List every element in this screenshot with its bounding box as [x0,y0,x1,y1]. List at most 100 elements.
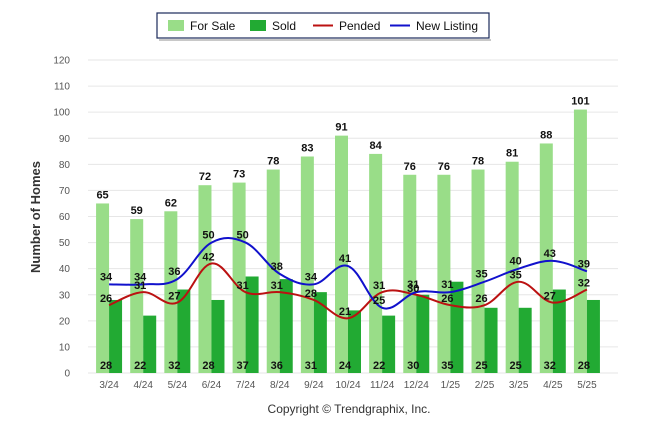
x-tick-label: 9/24 [304,380,324,391]
new-listing-value-label: 25 [373,295,385,307]
pended-line [108,262,588,320]
new-listing-value-label: 38 [271,261,283,273]
for-sale-value-label: 59 [131,205,143,217]
sold-value-label: 31 [305,360,317,372]
legend-label: Pended [339,19,380,33]
data-labels: 6528342659223431623236277228504273375031… [96,96,590,372]
for-sale-bar [437,174,451,373]
new-listing-value-label: 34 [305,271,318,283]
sold-bar [518,307,532,373]
sold-bar [211,299,225,373]
sold-value-label: 36 [271,360,283,372]
pended-value-label: 31 [271,280,283,292]
for-sale-value-label: 78 [267,156,279,168]
new-listing-value-label: 34 [100,271,113,283]
sold-bar [313,292,327,373]
pended-value-label: 42 [202,251,214,263]
for-sale-bar [471,169,485,373]
y-axis-title: Number of Homes [28,161,43,273]
for-sale-bar [232,182,246,373]
x-tick-label: 4/25 [543,380,563,391]
pended-value-label: 31 [236,280,248,292]
y-tick-label: 10 [59,342,71,353]
pended-value-label: 26 [475,293,487,305]
legend-swatch [168,20,184,31]
x-tick-label: 3/24 [99,380,119,391]
sold-value-label: 35 [441,360,453,372]
sold-bar [450,281,464,373]
sold-bar [586,299,600,373]
for-sale-value-label: 101 [571,96,589,108]
new-listing-value-label: 31 [407,279,419,291]
legend-label: For Sale [190,19,236,33]
for-sale-bar [96,203,110,373]
new-listing-value-label: 50 [202,230,214,242]
sold-value-label: 32 [168,360,180,372]
x-tick-label: 11/24 [370,380,395,391]
x-tick-label: 3/25 [509,380,529,391]
y-tick-label: 70 [59,186,71,197]
x-tick-label: 7/24 [236,380,256,391]
for-sale-bar [539,143,553,373]
y-tick-label: 50 [59,238,71,249]
y-tick-label: 20 [59,316,71,327]
for-sale-value-label: 91 [335,122,347,134]
for-sale-value-label: 62 [165,197,177,209]
for-sale-bar [164,211,178,373]
for-sale-bar [300,156,314,373]
y-tick-label: 0 [64,369,70,380]
pended-value-label: 32 [578,278,590,290]
sold-value-label: 28 [100,360,112,372]
for-sale-bar [266,169,280,373]
for-sale-value-label: 83 [301,143,313,155]
legend: For Sale Sold Pended New Listing [156,12,491,41]
y-tick-label: 120 [53,56,70,67]
for-sale-value-label: 81 [506,148,518,160]
sold-bar [109,299,123,373]
sold-value-label: 22 [373,360,385,372]
pended-value-label: 21 [339,306,351,318]
sold-bar [348,310,361,373]
lines [108,237,588,320]
y-tick-label: 30 [59,290,71,301]
copyright-footer: Copyright © Trendgraphix, Inc. [268,402,431,416]
legend-swatch [250,20,266,31]
x-tick-label: 4/24 [133,380,153,391]
axes: 0 10 20 30 40 50 60 70 80 90 100 110 120 3/24 4/24 5/24… [53,56,597,392]
sold-bar [143,315,157,373]
for-sale-bar [403,174,417,373]
sold-bar [484,307,498,373]
for-sale-value-label: 76 [438,161,450,173]
sold-value-label: 32 [544,360,556,372]
sold-value-label: 24 [339,360,352,372]
for-sale-bar [369,153,383,373]
pended-value-label: 27 [544,291,556,303]
for-sale-bar [198,185,212,373]
for-sale-bar [505,161,519,373]
legend-label: New Listing [416,19,478,33]
x-tick-label: 10/24 [335,380,360,391]
new-listing-value-label: 35 [475,269,487,281]
y-tick-label: 60 [59,212,71,223]
sold-bar [177,289,191,373]
pended-value-label: 26 [100,293,112,305]
pended-value-label: 35 [510,270,522,282]
new-listing-value-label: 41 [339,253,351,265]
y-tick-label: 100 [53,108,70,119]
pended-value-label: 28 [305,288,317,300]
pended-value-label: 31 [134,280,146,292]
pended-value-label: 26 [441,293,453,305]
for-sale-value-label: 84 [370,140,383,152]
for-sale-value-label: 78 [472,156,484,168]
sold-bar [382,315,396,373]
x-tick-label: 2/25 [475,380,495,391]
y-tick-label: 110 [54,82,70,93]
sold-bar [245,276,259,373]
for-sale-value-label: 72 [199,171,211,183]
for-sale-bar [573,109,587,373]
x-tick-label: 5/24 [168,380,188,391]
for-sale-value-label: 73 [233,169,245,181]
pended-value-label: 27 [168,291,180,303]
bars [96,109,600,373]
